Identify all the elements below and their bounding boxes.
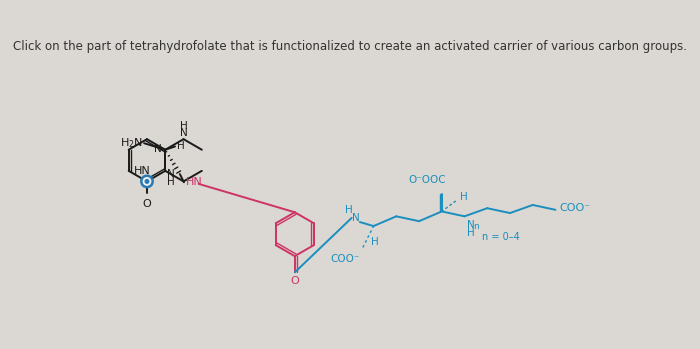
Text: N: N [352,213,360,223]
Text: O⁻OOC: O⁻OOC [408,176,446,185]
Text: H: H [177,141,186,151]
Text: H: H [371,237,379,247]
Text: N: N [181,127,188,138]
Circle shape [141,176,153,187]
Text: N: N [167,169,174,179]
Text: H: H [167,177,174,186]
Text: n = 0–4: n = 0–4 [482,232,519,242]
Text: n: n [473,222,478,231]
Text: N: N [154,144,162,154]
Text: COO⁻: COO⁻ [330,254,360,264]
Text: COO⁻: COO⁻ [559,203,591,213]
Text: Click on the part of tetrahydrofolate that is functionalized to create an activa: Click on the part of tetrahydrofolate th… [13,40,687,53]
Circle shape [145,180,149,183]
Text: N: N [467,220,475,230]
Text: HN: HN [134,166,150,176]
Text: O: O [143,199,151,209]
Text: O: O [290,276,299,287]
Text: HN: HN [186,177,203,187]
Text: H$_2$N: H$_2$N [120,136,143,150]
Text: H: H [467,228,475,238]
Text: H: H [346,205,354,215]
Text: H: H [460,192,468,202]
Text: H: H [181,121,188,131]
